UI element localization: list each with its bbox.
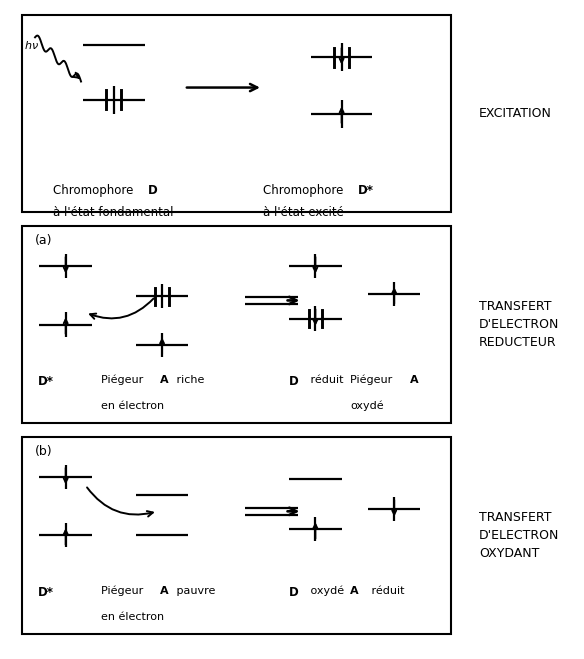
Text: A: A — [409, 375, 418, 385]
Text: A: A — [350, 586, 359, 596]
Text: TRANSFERT
D'ELECTRON
REDUCTEUR: TRANSFERT D'ELECTRON REDUCTEUR — [479, 300, 559, 349]
Text: D: D — [289, 586, 299, 598]
Text: D*: D* — [359, 184, 374, 197]
Text: $h\nu$: $h\nu$ — [24, 40, 39, 51]
Text: TRANSFERT
D'ELECTRON
OXYDANT: TRANSFERT D'ELECTRON OXYDANT — [479, 511, 559, 560]
Text: en électron: en électron — [101, 401, 164, 411]
Text: réduit: réduit — [368, 586, 405, 596]
Text: Piégeur: Piégeur — [101, 375, 147, 386]
Text: D*: D* — [38, 375, 54, 387]
Text: (a): (a) — [35, 234, 53, 247]
Text: A: A — [160, 375, 169, 385]
Text: réduit: réduit — [307, 375, 343, 385]
FancyBboxPatch shape — [22, 226, 451, 423]
Text: à l'état fondamental: à l'état fondamental — [53, 206, 173, 219]
Text: pauvre: pauvre — [173, 586, 215, 596]
Text: oxydé: oxydé — [307, 586, 344, 596]
Text: oxydé: oxydé — [350, 401, 384, 411]
Text: A: A — [160, 586, 169, 596]
FancyBboxPatch shape — [22, 437, 451, 634]
Text: Piégeur: Piégeur — [101, 586, 147, 596]
Text: Chromophore: Chromophore — [263, 184, 347, 197]
Text: D*: D* — [38, 586, 54, 598]
Text: EXCITATION: EXCITATION — [479, 107, 552, 120]
Text: D: D — [148, 184, 158, 197]
Text: à l'état excité: à l'état excité — [263, 206, 343, 219]
Text: (b): (b) — [35, 445, 53, 458]
Text: Piégeur: Piégeur — [350, 375, 396, 386]
Text: riche: riche — [173, 375, 204, 385]
Text: Chromophore: Chromophore — [53, 184, 137, 197]
FancyBboxPatch shape — [22, 15, 451, 212]
Text: en électron: en électron — [101, 612, 164, 622]
Text: D: D — [289, 375, 299, 387]
